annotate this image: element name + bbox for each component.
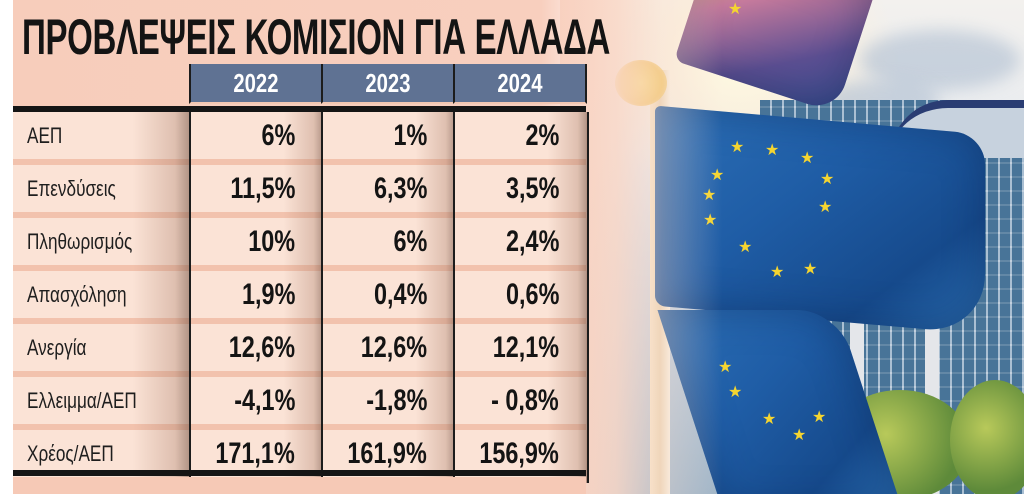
star-icon: ★ <box>812 409 827 426</box>
table-row: Πληθωρισμός 10% 6% 2,4% <box>13 218 589 271</box>
value-cell: 2% <box>453 112 589 165</box>
value-cell: 11,5% <box>189 165 323 218</box>
value-cell: 6,3% <box>321 165 455 218</box>
cell-value: -4,1% <box>233 384 295 417</box>
column-header-2022: 2022 <box>189 64 321 104</box>
value-cell: 10% <box>189 218 323 271</box>
cell-value: 3,5% <box>505 172 559 205</box>
cell-value: - 0,8% <box>491 384 559 417</box>
row-label: Ελλειμμα/ΑΕΠ <box>27 388 137 413</box>
star-icon: ★ <box>728 1 743 18</box>
table-header-row: 2022 2023 2024 <box>13 64 587 104</box>
table-row: Ανεργία 12,6% 12,6% 12,1% <box>13 324 589 377</box>
star-icon: ★ <box>800 150 815 167</box>
row-label: Επενδύσεις <box>27 176 116 201</box>
value-cell: 12,6% <box>189 324 323 377</box>
label-shade <box>13 377 189 430</box>
eu-flags-photo: ★ ★ ★ ★ ★ ★ ★ ★ ★ ★ ★ ★ ★ ★ ★ ★ ★ <box>560 0 1024 494</box>
row-label: ΑΕΠ <box>27 123 63 148</box>
label-shade <box>13 112 189 165</box>
cell-value: 161,9% <box>347 437 427 470</box>
cell-value: 6,3% <box>373 172 427 205</box>
column-header-2023: 2023 <box>321 64 453 104</box>
bottom-band <box>13 477 586 494</box>
row-label: Πληθωρισμός <box>27 229 133 254</box>
table-row: Ελλειμμα/ΑΕΠ -4,1% -1,8% - 0,8% <box>13 377 589 430</box>
header-rule <box>13 106 586 112</box>
cell-value: 10% <box>248 225 295 258</box>
star-icon: ★ <box>820 171 835 188</box>
star-icon: ★ <box>728 384 743 401</box>
star-icon: ★ <box>730 139 745 156</box>
value-cell: 12,6% <box>321 324 455 377</box>
cell-value: 6% <box>261 119 295 152</box>
flag-pole-cap <box>615 60 667 106</box>
cell-value: 12,1% <box>492 331 559 364</box>
star-icon: ★ <box>762 411 777 428</box>
label-shade <box>13 324 189 377</box>
cell-value: 12,6% <box>360 331 427 364</box>
star-icon: ★ <box>818 199 833 216</box>
label-shade <box>13 271 189 324</box>
star-icon: ★ <box>738 239 753 256</box>
value-cell: 2,4% <box>453 218 589 271</box>
value-cell: 12,1% <box>453 324 589 377</box>
star-icon: ★ <box>718 359 733 376</box>
cell-value: 171,1% <box>215 437 295 470</box>
value-cell: 3,5% <box>453 165 589 218</box>
table-row: Επενδύσεις 11,5% 6,3% 3,5% <box>13 165 589 218</box>
cell-value: 1,9% <box>241 278 295 311</box>
star-icon: ★ <box>710 167 725 184</box>
table-row: Απασχόληση 1,9% 0,4% 0,6% <box>13 271 589 324</box>
value-cell: - 0,8% <box>453 377 589 430</box>
bottom-rule <box>13 470 586 476</box>
value-cell: 0,6% <box>453 271 589 324</box>
column-header-2024: 2024 <box>453 64 587 104</box>
label-shade <box>13 218 189 271</box>
table-row: ΑΕΠ 6% 1% 2% <box>13 112 589 165</box>
star-icon: ★ <box>792 427 807 444</box>
cell-value: 156,9% <box>479 437 559 470</box>
value-cell: 0,4% <box>321 271 455 324</box>
cell-value: 0,4% <box>373 278 427 311</box>
cell-value: 2,4% <box>505 225 559 258</box>
cell-value: 6% <box>393 225 427 258</box>
star-icon: ★ <box>703 212 718 229</box>
row-label: Ανεργία <box>27 335 87 360</box>
value-cell: -1,8% <box>321 377 455 430</box>
table-row: Χρέος/ΑΕΠ 171,1% 161,9% 156,9% <box>13 430 589 483</box>
label-shade <box>13 165 189 218</box>
chart-title: ΠΡΟΒΛΕΨΕΙΣ ΚΟΜΙΣΙΟΝ ΓΙΑ ΕΛΛΑΔΑ <box>22 9 611 65</box>
star-icon: ★ <box>803 261 818 278</box>
value-cell: 1,9% <box>189 271 323 324</box>
star-icon: ★ <box>765 142 780 159</box>
row-label: Απασχόληση <box>27 282 127 307</box>
cell-value: 2% <box>525 119 559 152</box>
value-cell: 1% <box>321 112 455 165</box>
star-icon: ★ <box>702 187 717 204</box>
value-cell: -4,1% <box>189 377 323 430</box>
cell-value: 12,6% <box>228 331 295 364</box>
value-cell: 6% <box>321 218 455 271</box>
value-cell: 6% <box>189 112 323 165</box>
cell-value: -1,8% <box>365 384 427 417</box>
row-label: Χρέος/ΑΕΠ <box>27 441 114 466</box>
cell-value: 11,5% <box>229 172 295 205</box>
star-icon: ★ <box>770 264 785 281</box>
cell-value: 0,6% <box>505 278 559 311</box>
cell-value: 1% <box>393 119 427 152</box>
